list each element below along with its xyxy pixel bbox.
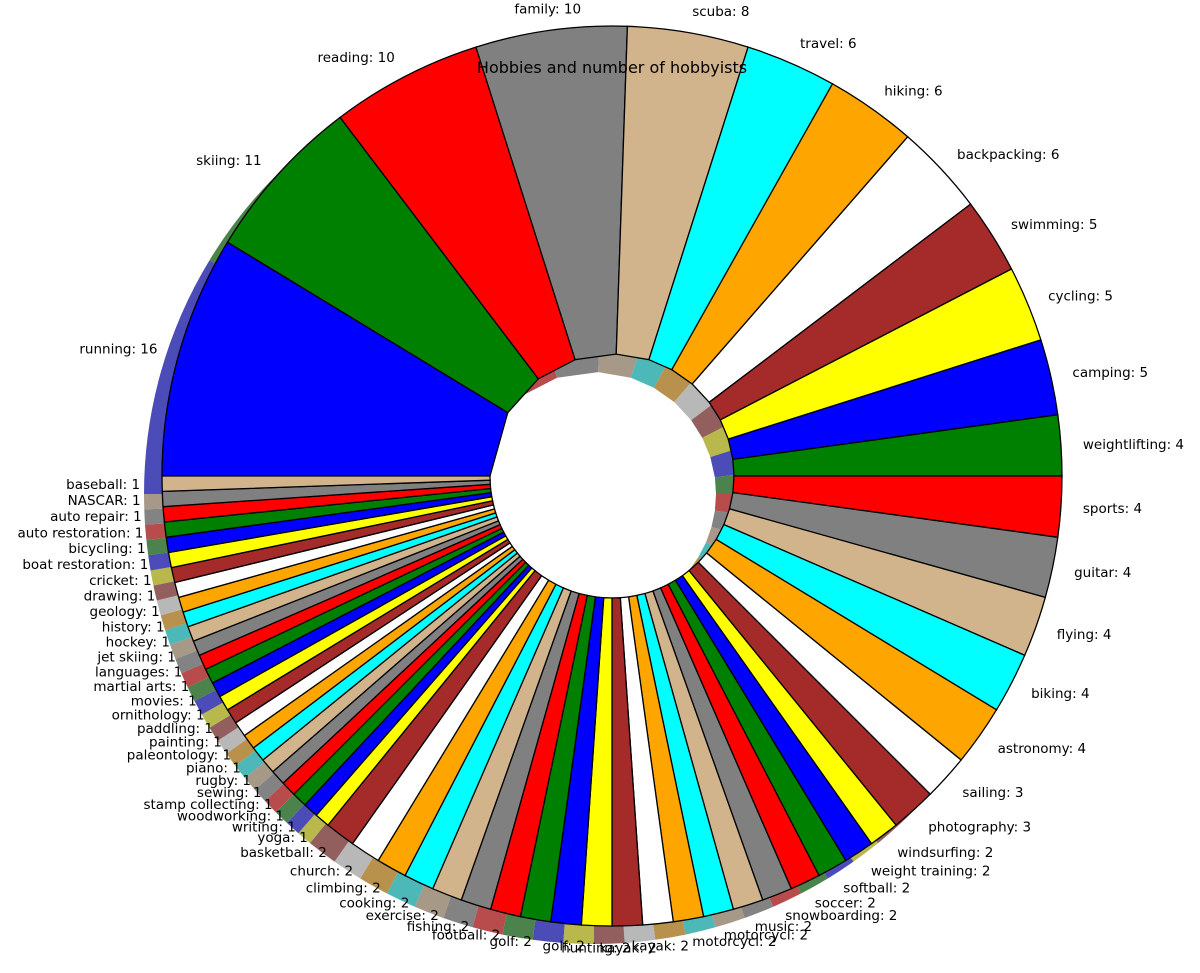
slice-label: softball: 2 [843,880,910,896]
slice-label: movies: 1 [131,693,197,709]
slice-label: woodworking: 1 [177,808,284,824]
slice-label: cricket: 1 [89,573,152,589]
slice-label: sailing: 3 [962,785,1023,801]
slice-label: jet skiing: 1 [96,650,176,666]
slice-label: astronomy: 4 [998,741,1087,757]
slice-label: sewing: 1 [197,785,262,801]
slice-label: soccer: 2 [815,895,876,911]
slice-label: church: 2 [290,864,353,880]
slice-label: ornithology: 1 [112,707,205,723]
slice-label: painting: 1 [149,735,222,751]
slice-labels: running: 16 skiing: 11 reading: 10 family: … [17,1,1184,956]
slice-label: baseball: 1 [66,477,140,493]
slice-label: backpacking: 6 [957,147,1059,163]
slice-label: hockey: 1 [106,635,170,651]
slice-label: geology: 1 [90,604,160,620]
slice-label: sports: 4 [1083,501,1142,517]
slice-label: languages: 1 [95,664,182,680]
slice-label: biking: 4 [1031,686,1089,702]
slice-label: family: 10 [514,1,581,17]
slice-label: hunting: 2 [561,941,630,957]
slice-label: motorcycl: 2 [692,934,776,950]
slice-label: bicycling: 1 [68,541,145,557]
slice-label: climbing: 2 [306,880,381,896]
slice-label: skiing: 11 [196,153,262,169]
slice-label: fishing: 2 [407,919,469,935]
slice-label: cooking: 2 [339,895,409,911]
slice-label: piano: 1 [186,761,241,777]
pie-slice [161,241,509,477]
slice-label: kayak: 2 [599,941,656,957]
slice-label: yoga: 1 [257,830,308,846]
slice-label: football: 2 [432,928,500,944]
slice-label: camping: 5 [1072,365,1148,381]
slice-label: exercise: 2 [366,908,439,924]
slice-label: scuba: 8 [692,4,749,20]
slice-label: paleontology: 1 [127,748,231,764]
slice-label: auto restoration: 1 [17,525,143,541]
pie-slice [161,475,491,493]
slice-label: history: 1 [102,619,165,635]
slice-label: cycling: 5 [1048,288,1113,304]
slice-label: weightlifting: 4 [1083,437,1184,453]
slice-label: motorcycl: 2 [724,928,808,944]
slice-label: NASCAR: 1 [68,493,141,509]
slice-label: martial arts: 1 [93,679,189,695]
slice-label: golf: 2 [490,934,532,950]
slice-label: hiking: 6 [884,83,942,99]
slice-label: snowboarding: 2 [785,908,897,924]
slice-label: writing: 1 [232,819,296,835]
slice-label: rugby: 1 [195,773,251,789]
slice-label: reading: 10 [318,50,395,66]
slice-label: travel: 6 [800,36,857,52]
slice-label: kayak: 2 [632,939,689,955]
slice-label: running: 16 [79,342,157,358]
slice-label: music: 2 [755,919,812,935]
slice-label: drawing: 1 [84,589,156,605]
pie-slices [161,25,1063,927]
slice-label: auto repair: 1 [50,509,142,525]
chart-title: Hobbies and number of hobbyists [477,58,747,77]
slice-label: photography: 3 [928,819,1031,835]
slice-label: guitar: 4 [1074,565,1131,581]
slice-label: stamp collecting: 1 [143,797,272,813]
slice-label: windsurfing: 2 [897,845,993,861]
slice-label: golf: 2 [543,939,585,955]
slice-label: boat restoration: 1 [22,557,148,573]
slice-label: flying: 4 [1057,627,1112,643]
slice-label: swimming: 5 [1011,217,1097,233]
slice-label: paddling: 1 [137,721,213,737]
slice-label: weight training: 2 [871,864,991,880]
slice-label: basketball: 2 [240,845,327,861]
